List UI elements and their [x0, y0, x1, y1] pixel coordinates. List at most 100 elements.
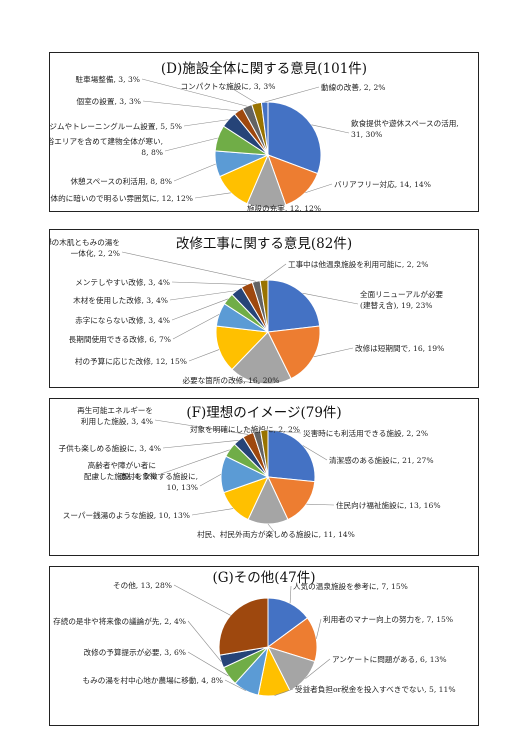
slice-label: 受益者負担or税金を投入すべきでない, 5, 11% — [295, 684, 456, 694]
pie-slice-renovation-1 — [267, 279, 321, 333]
slice-label: 改修の予算提示が必要, 3, 6% — [84, 647, 186, 657]
slice-label-line: 欅の木肌ともみの湯を — [50, 237, 120, 247]
slice-label: 飲食提供や遊休スペースの活用, 31, 30% — [351, 118, 459, 139]
chart-f-svg: (F)理想のイメージ(79件) 清潔感のある施設に, 21, 27% 住民向け福祉施… — [59, 405, 441, 539]
slice-label: 動線の改善, 2, 2% — [321, 82, 386, 92]
slice-label-line: 飲食提供や遊休スペースの活用, — [351, 118, 459, 128]
slice-label-line: 再生可能エネルギーを — [77, 405, 153, 415]
slice-label: 子供も楽しめる施設に, 3, 4% — [59, 443, 161, 453]
leader-line — [142, 100, 239, 112]
leader-line — [121, 251, 257, 282]
slice-label: 原村を象徴する施設に, 10, 13% — [120, 471, 198, 492]
slice-label-line: コンパクトな施設に, 3, 3% — [181, 81, 276, 91]
leader-line — [169, 290, 237, 301]
chart-panel-f: (F)理想のイメージ(79件) 清潔感のある施設に, 21, 27% 住民向け福祉施… — [49, 398, 479, 556]
slice-label-line: 村民、村民外両方が楽しめる施設に, 11, 14% — [197, 529, 355, 539]
leader-line — [274, 688, 294, 696]
slice-label: バリアフリー対応, 14, 14% — [334, 179, 431, 189]
pie-slice-g-8 — [218, 597, 269, 656]
slice-label-line: 存続の是非や将来像の議論が先, 2, 4% — [53, 616, 186, 626]
leader-line — [173, 584, 231, 616]
slice-label: 災害時にも利活用できる施設, 2, 2% — [303, 428, 428, 438]
slice-label: 施設の充実, 12, 12% — [247, 203, 321, 211]
slice-label-line: バリアフリー対応, 14, 14% — [334, 179, 431, 189]
slice-label-line: 村の予算に応じた改修, 12, 15% — [75, 356, 187, 366]
slice-label-line: 住民向け福祉施設に, 13, 16% — [336, 500, 441, 510]
leader-line — [306, 503, 335, 506]
slice-label: 人気の温泉施設を参考に, 7, 15% — [293, 581, 408, 591]
slice-label: メンテしやすい改修, 3, 4% — [75, 277, 170, 287]
leader-line — [191, 508, 234, 516]
leader-line — [183, 119, 229, 127]
slice-label-line: 人気の温泉施設を参考に, 7, 15% — [293, 581, 408, 591]
chart-title: (F)理想のイメージ(79件) — [186, 405, 341, 421]
slice-label: 長期間使用できる改修, 6, 7% — [69, 334, 171, 344]
slice-label: 赤字にならない改修, 3, 4% — [75, 315, 170, 325]
slice-label: 改修は短期間で, 16, 19% — [355, 343, 444, 353]
chart-panel-renovation: 改修工事に関する意見(82件) 全面リニューアルが必要(建替え含), 19, 23… — [49, 229, 479, 388]
leader-line — [302, 292, 359, 305]
slice-label: 休憩スペースの利活用, 8, 8% — [70, 176, 172, 186]
slice-label: 欅の木肌ともみの湯を一体化, 2, 2% — [50, 237, 120, 258]
slice-label-line: アンケートに問題がある, 6, 13% — [332, 654, 447, 664]
slice-label-line: 駐車場整備, 3, 3% — [75, 74, 140, 84]
leader-line — [199, 473, 222, 487]
slice-label: 全面リニューアルが必要(建替え含), 19, 23% — [360, 289, 444, 310]
slice-label-line: その他, 13, 28% — [113, 580, 172, 590]
slice-label-line: 工事中は他温泉施設を利用可能に, 2, 2% — [288, 259, 428, 269]
pie-slice-d-11 — [260, 101, 269, 156]
slice-label: アンケートに問題がある, 6, 13% — [332, 654, 447, 664]
slice-label-line: 利用者のマナー向上の努力を, 7, 15% — [323, 614, 453, 624]
slice-label: 駐車場整備, 3, 3% — [75, 74, 140, 84]
leader-line — [194, 192, 231, 199]
pie-slice-renovation-3 — [231, 331, 292, 385]
leader-line — [162, 440, 239, 449]
slice-label: 村の予算に応じた改修, 12, 15% — [75, 356, 187, 366]
slice-label-line: 施設の充実, 12, 12% — [247, 203, 321, 211]
leader-line — [230, 379, 261, 384]
chart-title: 改修工事に関する意見(82件) — [176, 235, 352, 252]
leader-line — [157, 449, 230, 476]
leader-line — [164, 137, 218, 152]
pie-slice-d-1 — [267, 101, 322, 175]
slice-label-line: 子供も楽しめる施設に, 3, 4% — [59, 443, 161, 453]
leader-line — [289, 585, 292, 604]
slice-label-line: 改修の予算提示が必要, 3, 6% — [84, 647, 186, 657]
slice-label: 対象を明確にした施設に, 2, 2% — [190, 424, 300, 434]
chart-g-svg: (G)その他(47件)人気の温泉施設を参考に, 7, 15% 利用者のマナー向上の… — [53, 570, 456, 697]
slice-label-line: 必要な箇所の改修, 16, 20% — [183, 375, 280, 385]
leader-line — [305, 658, 331, 679]
slice-label-line: スーパー銭湯のような施設, 10, 13% — [63, 510, 190, 520]
slice-label: もみの湯を村中心地か農場に移動, 4, 8% — [83, 675, 223, 685]
pie-slice-renovation-2 — [267, 325, 321, 380]
slice-label: 住民向け福祉施設に, 13, 16% — [336, 500, 441, 510]
slice-label-line: 全面リニューアルが必要 — [360, 289, 444, 299]
slice-label-line: 受益者負担or税金を投入すべきでない, 5, 11% — [295, 684, 456, 694]
slice-label: 村民、村民外両方が楽しめる施設に, 11, 14% — [197, 529, 355, 539]
leader-line — [244, 428, 257, 432]
slice-label-line: 原村を象徴する施設に, — [120, 471, 198, 481]
leader-line — [313, 347, 354, 358]
slice-label-line: 休憩スペースの利活用, 8, 8% — [70, 176, 172, 186]
leader-line — [267, 523, 277, 535]
slice-label-line: 動線の改善, 2, 2% — [321, 82, 386, 92]
slice-label-line: 高齢者や障がい者に — [88, 460, 156, 470]
slice-label: 個室の設置, 3, 3% — [76, 96, 141, 106]
leader-line — [171, 281, 247, 285]
slice-label: 全体的に暗いので明るい雰囲気に, 12, 12% — [50, 193, 193, 203]
slice-label-line: 一体化, 2, 2% — [71, 248, 120, 258]
slice-label: 必要な箇所の改修, 16, 20% — [183, 375, 280, 385]
slice-label-line: 改修は短期間で, 16, 19% — [355, 343, 444, 353]
slice-label-line: 全体的に暗いので明るい雰囲気に, 12, 12% — [50, 193, 193, 203]
slice-label: 再生可能エネルギーを利用した施設, 3, 4% — [77, 405, 153, 426]
slice-label: その他, 13, 28% — [113, 580, 172, 590]
pie-slice-f-10 — [259, 429, 269, 478]
leader-line — [141, 78, 248, 107]
slice-label: コンパクトな施設に, 3, 3% — [181, 81, 276, 91]
leader-line — [264, 429, 302, 434]
slice-label: ジムやトレーニングルーム設置, 5, 5% — [50, 121, 182, 131]
slice-label-line: メンテしやすい改修, 3, 4% — [75, 277, 170, 287]
slice-label: スーパー銭湯のような施設, 10, 13% — [63, 510, 190, 520]
slice-label-line: 10, 13% — [167, 483, 198, 492]
chart-panel-g: (G)その他(47件) 人気の温泉施設を参考に, 7, 15% 利用者のマナー向上の… — [49, 566, 479, 726]
